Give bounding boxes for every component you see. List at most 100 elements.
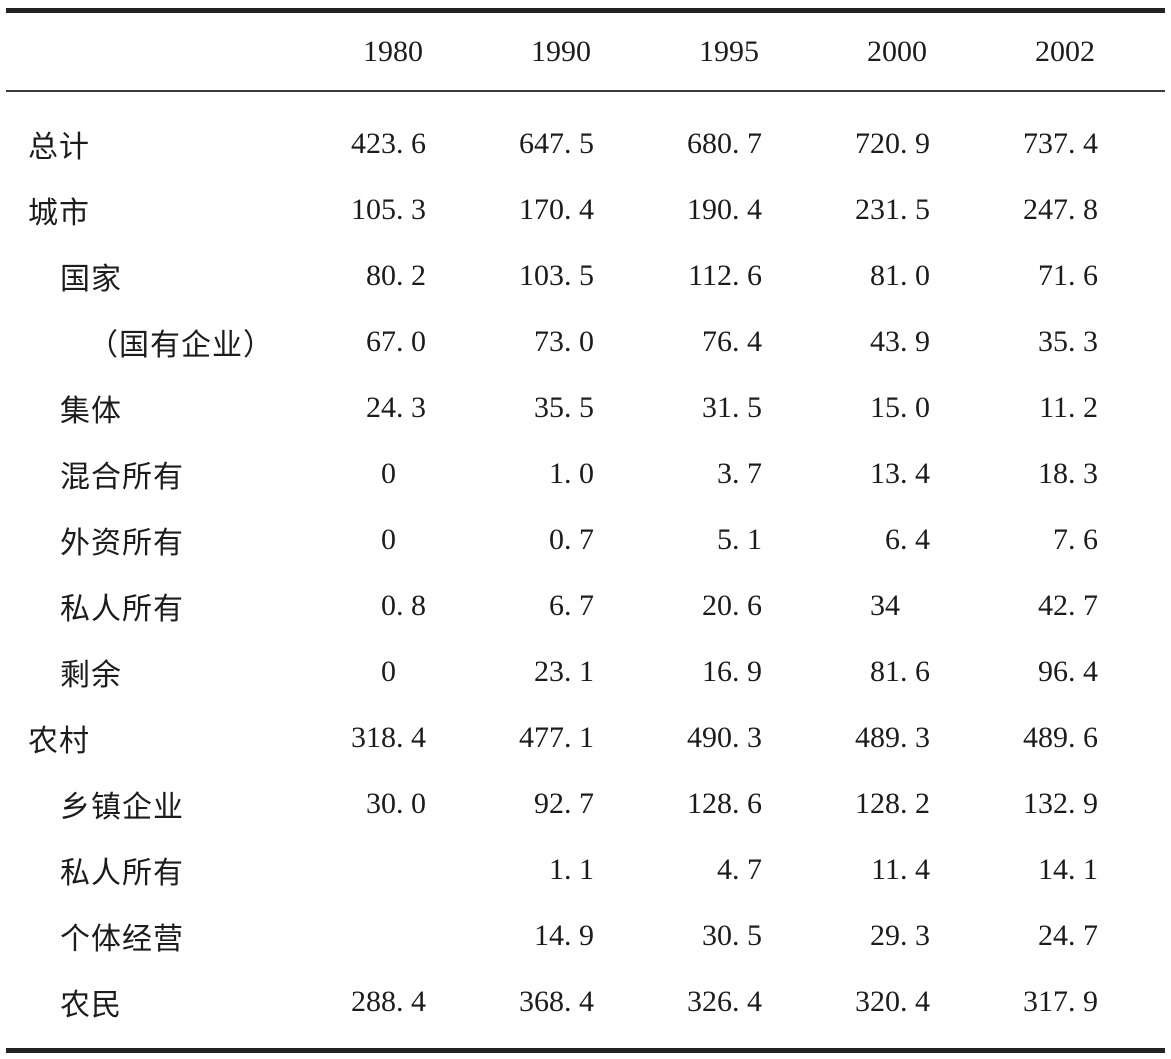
value-integer-part: 11: [871, 853, 900, 886]
value-fraction-part: . 5: [732, 919, 762, 952]
value-fraction-part: . 6: [732, 787, 762, 820]
value-integer-part: 368: [519, 985, 564, 1018]
value-integer-part: 14: [534, 919, 564, 952]
value-fraction-part: . 5: [900, 193, 930, 226]
value-fraction-part: . 1: [564, 655, 594, 688]
value-integer-part: 128: [687, 787, 732, 820]
value-cell: 128. 2: [764, 787, 932, 821]
value-fraction-part: . 1: [732, 523, 762, 556]
value-cell: 170. 4: [428, 193, 596, 227]
year-header: 1995: [699, 34, 759, 68]
value-integer-part: 20: [702, 589, 732, 622]
value-integer-part: 423: [351, 127, 396, 160]
value-cell: 92. 7: [428, 787, 596, 821]
value-cell: 720. 9: [764, 127, 932, 161]
value-cell: 0. 7: [428, 523, 596, 557]
value-fraction-part: . 5: [564, 259, 594, 292]
value-fraction-part: . 7: [1068, 589, 1098, 622]
table-row: 乡镇企业 30. 0 92. 7 128. 6 128. 2 132. 9: [0, 771, 1171, 837]
row-label: 城市: [28, 197, 90, 230]
value-integer-part: 23: [534, 655, 564, 688]
value-integer-part: 6: [885, 523, 900, 556]
table-header-row: 1980 1990 1995 2000 2002: [0, 13, 1171, 90]
value-integer-part: 5: [717, 523, 732, 556]
value-fraction-part: . 4: [1068, 655, 1098, 688]
value-integer-part: 71: [1038, 259, 1068, 292]
table-row: 城市 105. 3 170. 4 190. 4 231. 5 247. 8: [0, 177, 1171, 243]
value-integer-part: 15: [870, 391, 900, 424]
value-fraction-part: . 4: [396, 721, 426, 754]
value-cell: 4. 7: [596, 853, 764, 887]
value-cell: 14. 1: [932, 853, 1100, 887]
value-integer-part: 80: [366, 259, 396, 292]
value-integer-part: 24: [1038, 919, 1068, 952]
value-fraction-part: . 3: [900, 721, 930, 754]
row-label: 私人所有: [60, 593, 184, 626]
value-cell: 5. 1: [596, 523, 764, 557]
value-cell: 680. 7: [596, 127, 764, 161]
value-cell: 29. 3: [764, 919, 932, 953]
value-cell: 190. 4: [596, 193, 764, 227]
value-fraction-part: . 0: [564, 457, 594, 490]
row-label: 外资所有: [60, 527, 184, 560]
value-fraction-part: . 9: [900, 325, 930, 358]
value-integer-part: 490: [687, 721, 732, 754]
row-label: 剩余: [60, 659, 122, 692]
row-label: 乡镇企业: [60, 791, 184, 824]
value-integer-part: 3: [717, 457, 732, 490]
value-cell: 6. 4: [764, 523, 932, 557]
value-integer-part: 24: [366, 391, 396, 424]
value-cell: 423. 6: [260, 127, 428, 161]
value-integer-part: 81: [870, 655, 900, 688]
value-cell: 11. 4: [764, 853, 932, 887]
value-fraction-part: . 0: [396, 325, 426, 358]
value-cell: 30. 0: [260, 787, 428, 821]
row-label: 集体: [60, 395, 122, 428]
value-cell: 43. 9: [764, 325, 932, 359]
row-label: 私人所有: [60, 857, 184, 890]
value-fraction-part: . 2: [1068, 391, 1098, 424]
value-fraction-part: . 5: [732, 391, 762, 424]
year-header: 2002: [1035, 34, 1095, 68]
value-cell: 34: [764, 589, 932, 623]
value-fraction-part: . 4: [396, 985, 426, 1018]
value-integer-part: 489: [855, 721, 900, 754]
value-fraction-part: . 0: [900, 391, 930, 424]
value-cell: 0. 8: [260, 589, 428, 623]
table-body: 总计 423. 6 647. 5 680. 7 720. 9 737. 4 城市 105. 3…: [0, 92, 1171, 1035]
value-integer-part: 0: [381, 457, 396, 490]
value-fraction-part: . 0: [564, 325, 594, 358]
value-integer-part: 31: [702, 391, 732, 424]
value-integer-part: 35: [1038, 325, 1068, 358]
value-fraction-part: . 3: [396, 193, 426, 226]
value-integer-part: 92: [534, 787, 564, 820]
value-integer-part: 247: [1023, 193, 1068, 226]
value-integer-part: 30: [702, 919, 732, 952]
value-cell: 317. 9: [932, 985, 1100, 1019]
value-integer-part: 11: [1039, 391, 1068, 424]
value-cell: 15. 0: [764, 391, 932, 425]
value-fraction-part: . 3: [900, 919, 930, 952]
value-cell: 1. 1: [428, 853, 596, 887]
value-cell: 128. 6: [596, 787, 764, 821]
value-fraction-part: . 4: [900, 985, 930, 1018]
value-integer-part: 73: [534, 325, 564, 358]
value-fraction-part: . 1: [1068, 853, 1098, 886]
value-cell: 320. 4: [764, 985, 932, 1019]
table-row: 外资所有 0 0. 7 5. 1 6. 4 7. 6: [0, 507, 1171, 573]
value-integer-part: 35: [534, 391, 564, 424]
value-integer-part: 7: [1053, 523, 1068, 556]
value-cell: 6. 7: [428, 589, 596, 623]
row-label: 混合所有: [60, 461, 184, 494]
value-cell: 489. 6: [932, 721, 1100, 755]
value-integer-part: 477: [519, 721, 564, 754]
value-cell: 20. 6: [596, 589, 764, 623]
value-fraction-part: . 7: [564, 589, 594, 622]
value-fraction-part: . 7: [732, 853, 762, 886]
value-cell: 737. 4: [932, 127, 1100, 161]
row-label: 农村: [28, 725, 90, 758]
table-header-rule: [6, 90, 1165, 92]
value-cell: 81. 0: [764, 259, 932, 293]
table-row: 混合所有 0 1. 0 3. 7 13. 4 18. 3: [0, 441, 1171, 507]
value-integer-part: 0: [381, 523, 396, 556]
